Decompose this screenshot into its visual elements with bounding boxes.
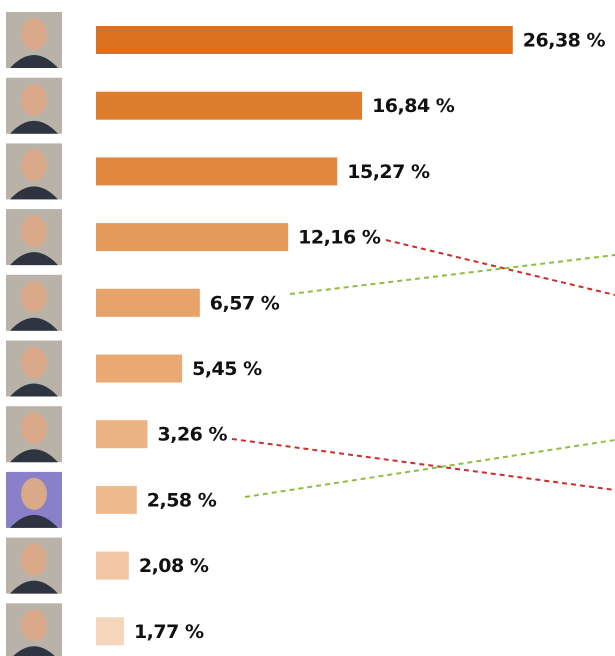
photo-body [10,252,58,266]
trend-lines [231,239,615,498]
value-label: 15,27 % [347,161,430,183]
value-label: 6,57 % [210,292,280,314]
photo-face [21,18,47,50]
value-label: 12,16 % [298,227,381,249]
photo-body [10,186,58,200]
value-label: 2,58 % [147,489,217,511]
trend-line [385,239,615,296]
value-label: 3,26 % [158,424,228,446]
photo-face [21,280,47,313]
bar [96,288,200,317]
bar [96,26,513,54]
value-label: 1,77 % [134,621,204,643]
photo-body [10,317,58,331]
trend-line [231,438,615,491]
bar [96,551,129,580]
trend-line [289,254,615,295]
photo-face [21,346,47,379]
photo-body [10,514,58,528]
value-label: 5,45 % [192,358,262,380]
photo-face [21,543,47,576]
photo-face [21,83,47,116]
photo-body [10,120,58,134]
bar [96,617,124,646]
photo-body [13,646,55,656]
bar [96,223,289,252]
bar [96,485,137,514]
photo-face [21,477,47,510]
photo-body [10,449,58,463]
photo-body [10,383,58,397]
photo-face [21,149,47,182]
photo-face [21,215,47,248]
bar [96,157,338,186]
trend-line [244,439,615,498]
photo-body [10,55,58,68]
photo-face [21,412,47,445]
value-label: 2,08 % [139,555,209,577]
photo-body [10,580,58,594]
value-label: 26,38 % [523,30,606,52]
bar [96,420,148,449]
bar [96,354,183,383]
bar [96,91,363,120]
photo-face [21,609,47,642]
value-label: 16,84 % [372,95,455,117]
